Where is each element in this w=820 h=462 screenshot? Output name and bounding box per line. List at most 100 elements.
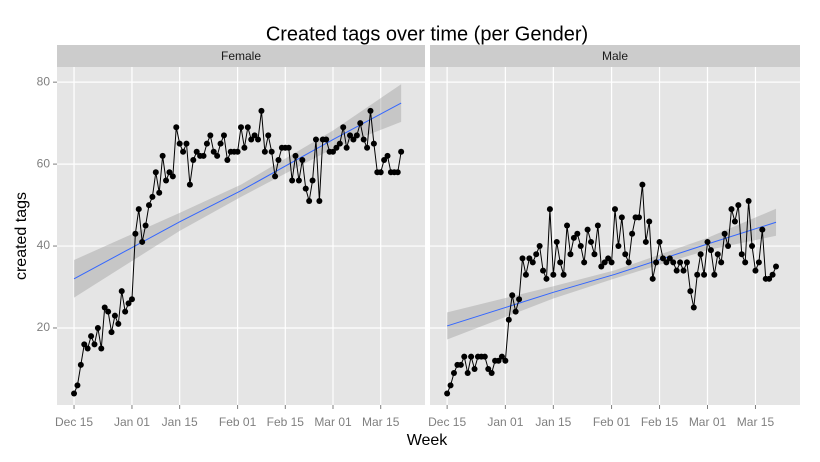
x-tick-label: Feb 01	[593, 415, 631, 429]
data-point	[146, 202, 152, 209]
data-point	[577, 243, 584, 250]
data-point	[94, 324, 101, 331]
data-point	[656, 238, 663, 245]
data-point	[224, 157, 231, 164]
data-point	[533, 251, 540, 258]
x-tick-label: Feb 15	[267, 415, 305, 429]
data-point	[605, 255, 612, 262]
data-point	[234, 148, 241, 155]
data-point	[381, 157, 388, 164]
data-point	[457, 361, 464, 368]
data-point	[244, 124, 251, 131]
data-point	[115, 320, 122, 327]
data-point	[128, 296, 135, 303]
data-point	[398, 148, 405, 155]
data-point	[766, 275, 773, 282]
data-point	[367, 107, 374, 114]
data-point	[207, 132, 214, 139]
data-point	[132, 230, 139, 237]
data-point	[186, 181, 193, 188]
data-point	[471, 365, 478, 372]
x-tick-label: Dec 15	[55, 415, 93, 429]
data-point	[316, 197, 323, 204]
data-point	[357, 120, 364, 127]
data-point	[394, 169, 401, 176]
x-tick-label: Feb 01	[219, 415, 257, 429]
data-point	[495, 357, 502, 364]
data-point	[74, 382, 81, 389]
data-point	[509, 292, 516, 299]
data-point	[526, 255, 533, 262]
data-point	[697, 251, 704, 258]
data-point	[111, 312, 118, 319]
data-point	[519, 255, 526, 262]
data-point	[755, 259, 762, 266]
data-point	[292, 152, 299, 159]
data-point	[560, 271, 567, 278]
data-point	[302, 185, 309, 192]
data-point	[176, 140, 183, 147]
data-point	[584, 226, 591, 233]
strip-label: Female	[221, 49, 261, 63]
data-point	[659, 255, 666, 262]
data-point	[663, 259, 670, 266]
data-point	[193, 148, 200, 155]
data-point	[450, 370, 457, 377]
data-point	[759, 226, 766, 233]
x-tick-label: Jan 01	[487, 415, 523, 429]
data-point	[711, 271, 718, 278]
data-point	[364, 144, 371, 151]
data-point	[444, 390, 451, 397]
data-point	[343, 144, 350, 151]
data-point	[677, 259, 684, 266]
data-point	[594, 222, 601, 229]
data-point	[485, 365, 492, 372]
data-point	[214, 152, 221, 159]
data-point	[340, 124, 347, 131]
data-point	[683, 259, 690, 266]
data-point	[88, 333, 95, 340]
data-point	[649, 275, 656, 282]
data-point	[564, 222, 571, 229]
data-point	[701, 271, 708, 278]
panel-background	[430, 67, 800, 405]
data-point	[735, 202, 742, 209]
data-point	[268, 148, 275, 155]
data-point	[81, 341, 88, 348]
data-point	[608, 259, 615, 266]
data-point	[299, 157, 306, 164]
data-point	[309, 177, 316, 184]
data-point	[598, 263, 605, 270]
data-point	[248, 136, 255, 143]
data-point	[769, 271, 776, 278]
data-point	[543, 275, 550, 282]
data-point	[377, 169, 384, 176]
data-point	[461, 353, 468, 360]
data-point	[105, 308, 112, 315]
x-tick-label: Jan 15	[162, 415, 198, 429]
data-point	[91, 341, 98, 348]
data-point	[745, 197, 752, 204]
data-point	[238, 124, 244, 131]
x-tick-label: Mar 01	[689, 415, 727, 429]
x-tick-label: Feb 15	[641, 415, 679, 429]
data-point	[690, 304, 697, 311]
data-point	[108, 329, 115, 336]
data-point	[255, 136, 262, 143]
data-point	[694, 271, 701, 278]
data-point	[653, 259, 660, 266]
data-point	[118, 288, 125, 295]
y-tick-label: 60	[37, 156, 51, 170]
data-point	[323, 136, 330, 143]
chart-title: Created tags over time (per Gender)	[266, 23, 588, 45]
data-point	[163, 177, 170, 184]
data-point	[570, 234, 577, 241]
y-tick-label: 80	[37, 74, 51, 88]
data-point	[156, 189, 163, 196]
data-point	[557, 259, 564, 266]
data-point	[468, 353, 475, 360]
data-point	[481, 353, 488, 360]
data-point	[618, 214, 625, 221]
confidence-band	[447, 208, 777, 340]
data-point	[217, 140, 224, 147]
